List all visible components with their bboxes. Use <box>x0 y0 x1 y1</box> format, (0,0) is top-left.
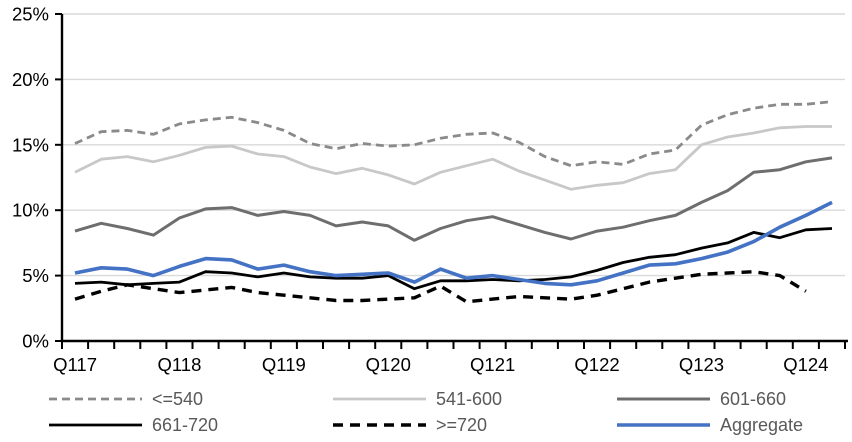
series-line-601-660 <box>74 156 833 242</box>
y-tick-label: 25% <box>12 4 49 25</box>
legend-swatch--540 <box>49 397 142 401</box>
legend-item-541-600: 541-600 <box>332 388 502 410</box>
legend-label: 541-600 <box>436 389 503 409</box>
legend-label: >=720 <box>436 415 488 435</box>
legend-swatch--720 <box>333 423 426 427</box>
series-line-541-600 <box>74 125 832 191</box>
series-line--720 <box>74 270 807 304</box>
x-tick-label: Q117 <box>53 354 97 375</box>
legend-item-661-720: 661-720 <box>48 414 218 436</box>
series-line-661-720 <box>74 227 833 291</box>
y-tick-label: 15% <box>12 134 49 155</box>
y-tick-label: 20% <box>12 69 49 90</box>
x-tick-label: Q123 <box>679 354 724 375</box>
x-tick-label: Q119 <box>262 354 306 375</box>
series-line-aggregate <box>74 200 833 287</box>
x-tick-label: Q120 <box>366 354 411 375</box>
legend-swatch-601-660 <box>617 397 710 401</box>
series-line--540 <box>74 100 833 168</box>
line-chart-svg: 0% 5% 10% 15% 20% 25% Q117 Q118 Q119 Q120 Q121 Q122… <box>12 4 848 375</box>
x-tick-label: Q122 <box>574 354 619 375</box>
legend-label: 601-660 <box>720 389 787 409</box>
legend-item--720: >=720 <box>332 414 487 436</box>
legend-swatch-541-600 <box>333 397 426 401</box>
y-tick-label: 0% <box>22 331 49 352</box>
y-tick-label: 10% <box>12 200 49 221</box>
legend-swatch-661-720 <box>49 423 142 427</box>
legend-label: <=540 <box>152 389 204 409</box>
legend-item-601-660: 601-660 <box>616 388 786 410</box>
legend-item-aggregate: Aggregate <box>616 414 803 436</box>
x-tick-label: Q121 <box>470 354 515 375</box>
legend-item--540: <=540 <box>48 388 203 410</box>
legend-label: Aggregate <box>720 415 804 435</box>
x-tick-label: Q124 <box>783 354 828 375</box>
legend-label: 661-720 <box>152 415 219 435</box>
legend-swatch-aggregate <box>617 423 710 427</box>
y-tick-label: 5% <box>22 265 49 286</box>
x-tick-label: Q118 <box>158 354 202 375</box>
